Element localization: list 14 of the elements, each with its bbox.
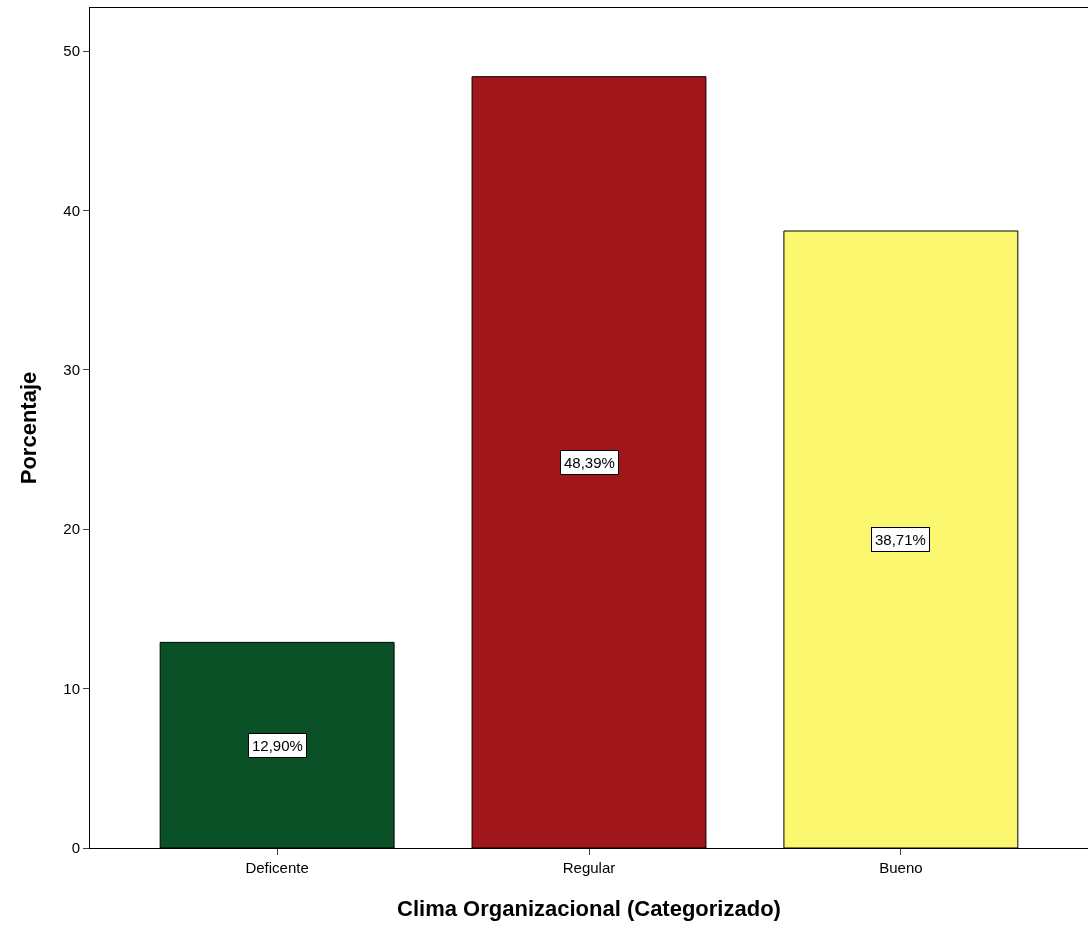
y-tick-label: 10	[63, 679, 80, 697]
x-axis-title: Clima Organizacional (Categorizado)	[397, 895, 781, 921]
data-label: 48,39%	[564, 454, 615, 471]
x-tick-label: Regular	[562, 859, 616, 876]
x-tick-label: Bueno	[879, 859, 923, 876]
y-tick-label: 40	[63, 201, 80, 219]
x-tick-label: Deficente	[245, 859, 309, 876]
data-label: 38,71%	[875, 531, 926, 548]
y-tick-label: 0	[71, 839, 80, 857]
y-tick-label: 20	[63, 520, 80, 538]
y-tick-label: 50	[63, 42, 80, 60]
data-label: 12,90%	[252, 737, 303, 754]
y-axis-title: Porcentaje	[16, 371, 42, 485]
y-tick-label: 30	[63, 361, 80, 379]
